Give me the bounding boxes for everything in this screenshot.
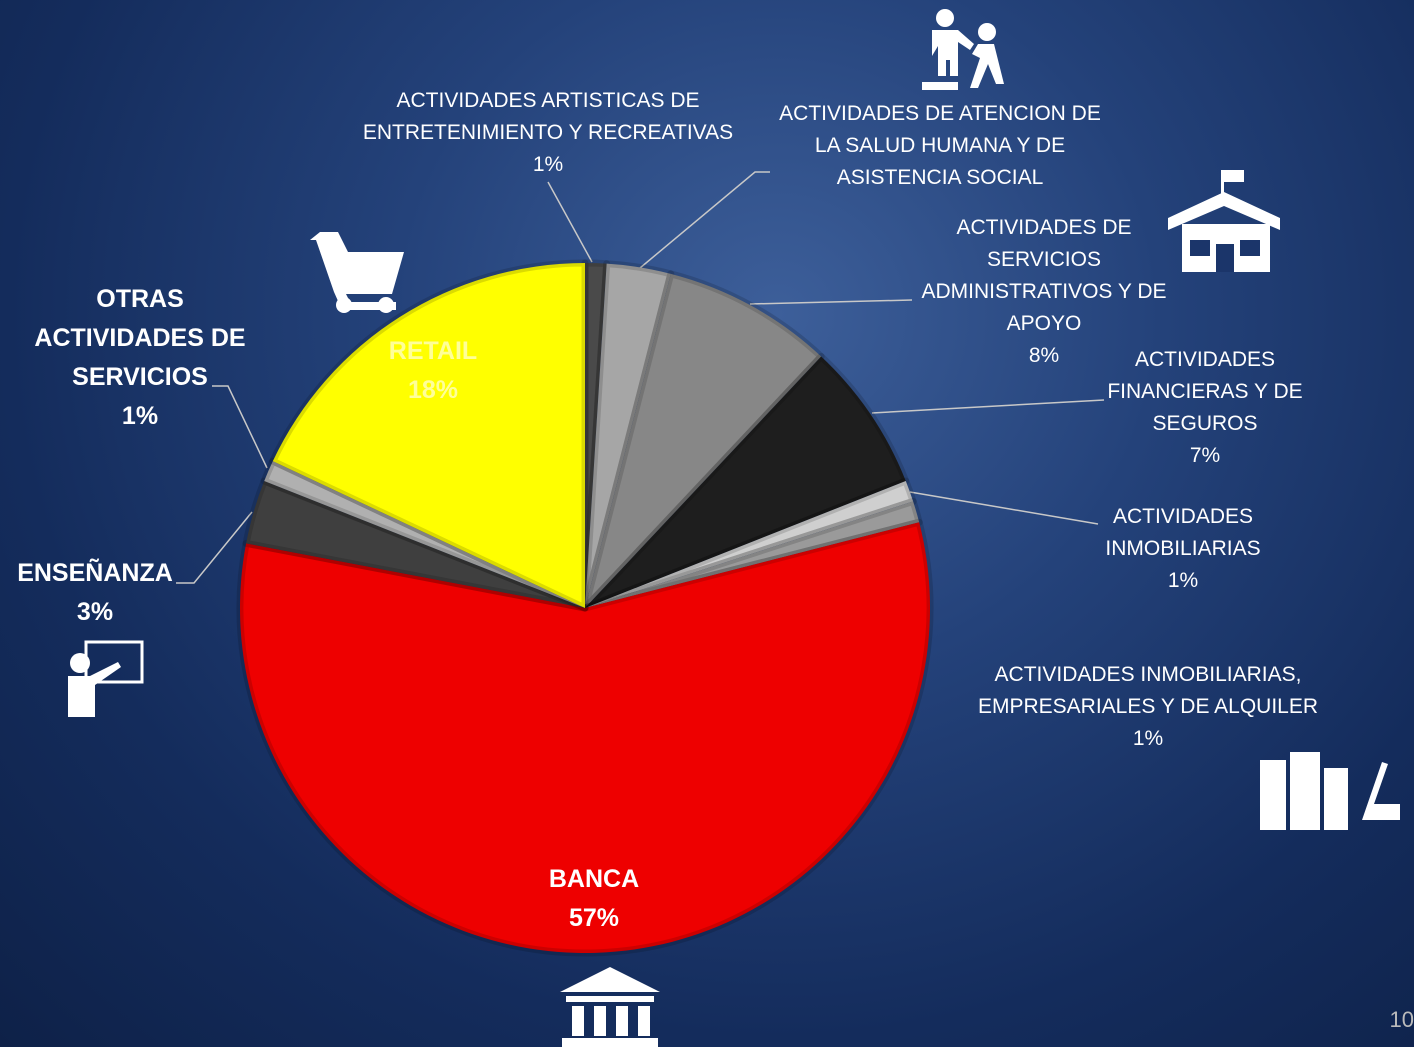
category-name: ACTIVIDADES INMOBILIARIAS, EMPRESARIALES…	[963, 659, 1333, 723]
slice-label: ACTIVIDADES INMOBILIARIAS, EMPRESARIALES…	[963, 659, 1333, 755]
page-number: 10	[1390, 1007, 1414, 1033]
pie	[240, 263, 930, 953]
category-name: ACTIVIDADES DE ATENCION DE LA SALUD HUMA…	[775, 98, 1105, 194]
category-name: ACTIVIDADES ARTISTICAS DE ENTRETENIMIENT…	[348, 85, 748, 149]
value-label: 57%	[494, 899, 694, 938]
value-label: 1%	[20, 397, 260, 436]
category-name: ACTIVIDADES INMOBILIARIAS	[1083, 501, 1283, 565]
value-label: 1%	[963, 723, 1333, 755]
slide: 10 (() => { const data = JSON.parse(docu…	[0, 0, 1414, 1047]
value-label: 1%	[348, 149, 748, 181]
category-name: OTRAS ACTIVIDADES DE SERVICIOS	[20, 280, 260, 397]
slice-label: ACTIVIDADES ARTISTICAS DE ENTRETENIMIENT…	[348, 85, 748, 181]
value-label: 7%	[1100, 440, 1310, 472]
value-label: 18%	[353, 371, 513, 410]
category-name: ACTIVIDADES FINANCIERAS Y DE SEGUROS	[1100, 344, 1310, 440]
category-name: BANCA	[494, 860, 694, 899]
category-name: RETAIL	[353, 332, 513, 371]
value-label: 3%	[0, 593, 195, 632]
category-name: ENSEÑANZA	[0, 554, 195, 593]
value-label: 1%	[1083, 565, 1283, 597]
slice-label: ACTIVIDADES DE ATENCION DE LA SALUD HUMA…	[775, 98, 1105, 194]
category-name: ACTIVIDADES DE SERVICIOS ADMINISTRATIVOS…	[912, 212, 1177, 340]
